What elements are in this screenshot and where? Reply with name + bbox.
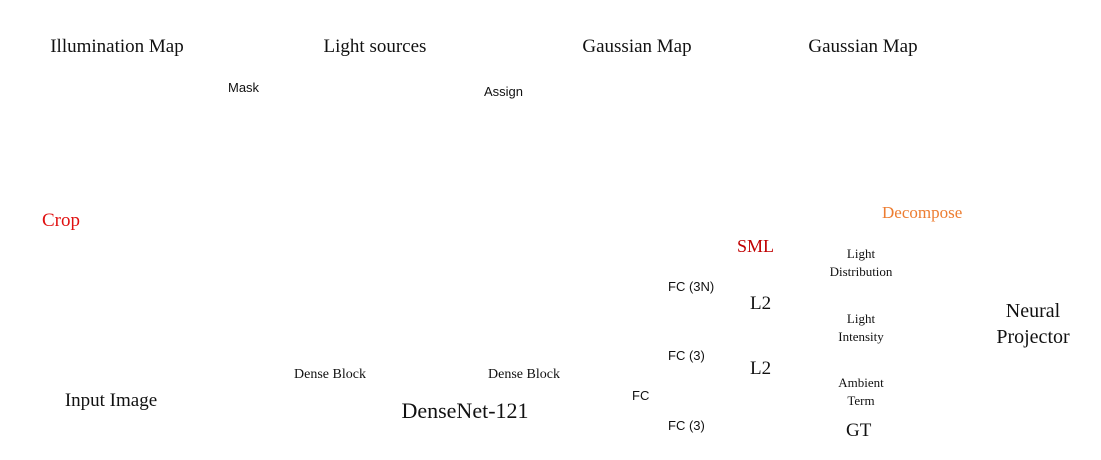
fc-head-bar-3 (687, 378, 698, 412)
input-image-caption: Input Image (64, 390, 158, 411)
fc-branches (648, 255, 680, 395)
fc-head-label-3: FC (3) (668, 418, 705, 433)
dense-block-label-2: Dense Block (488, 367, 560, 382)
illumination-map-image (14, 70, 220, 174)
dense-block-label-1: Dense Block (294, 367, 366, 382)
gt-box-ambient-term: Ambient Term (838, 375, 884, 408)
input-image (44, 268, 179, 375)
neural-projector-label: Neural Projector (996, 300, 1070, 348)
caption-light-sources: Light sources (323, 36, 427, 57)
gt-box-light-distribution: Light Distribution (829, 246, 893, 279)
densenet-label: DenseNet-121 (401, 398, 529, 423)
fc-head-bar-1 (687, 240, 698, 274)
input-arrow-icon (193, 298, 228, 342)
crop-arrow-icon (103, 208, 129, 232)
ellipsis-dots (414, 323, 446, 328)
gt-box-light-intensity: Light Intensity (838, 311, 884, 344)
fc-main-label: FC (632, 388, 650, 403)
light-sources-image (272, 70, 478, 174)
loss-label-sml: SML (737, 236, 775, 256)
gaussian-map-flat-image (533, 70, 741, 174)
crop-label: Crop (42, 210, 80, 231)
decompose-arrow-icon (854, 204, 878, 224)
loss-arrows (699, 254, 796, 396)
loss-label-l2-2: L2 (750, 358, 772, 379)
loss-label-l2-1: L2 (750, 293, 772, 314)
decompose-label: Decompose (882, 203, 963, 222)
fc-head-label-2: FC (3) (668, 348, 705, 363)
mask-arrow-label: Mask (228, 80, 260, 95)
assign-arrow-label: Assign (484, 84, 524, 99)
caption-gaussian-map-sphere: Gaussian Map (808, 36, 918, 57)
top-arrows (229, 102, 794, 144)
fc-main-bar (636, 275, 649, 375)
gt-label: GT (846, 420, 872, 441)
caption-illumination-map: Illumination Map (50, 36, 184, 57)
fc-head-bar-2 (687, 308, 698, 342)
caption-gaussian-map-flat: Gaussian Map (582, 36, 692, 57)
fc-head-label-1: FC (3N) (668, 279, 715, 294)
gt-to-projector-arrow (937, 301, 971, 345)
gaussian-sphere-image (813, 71, 917, 175)
